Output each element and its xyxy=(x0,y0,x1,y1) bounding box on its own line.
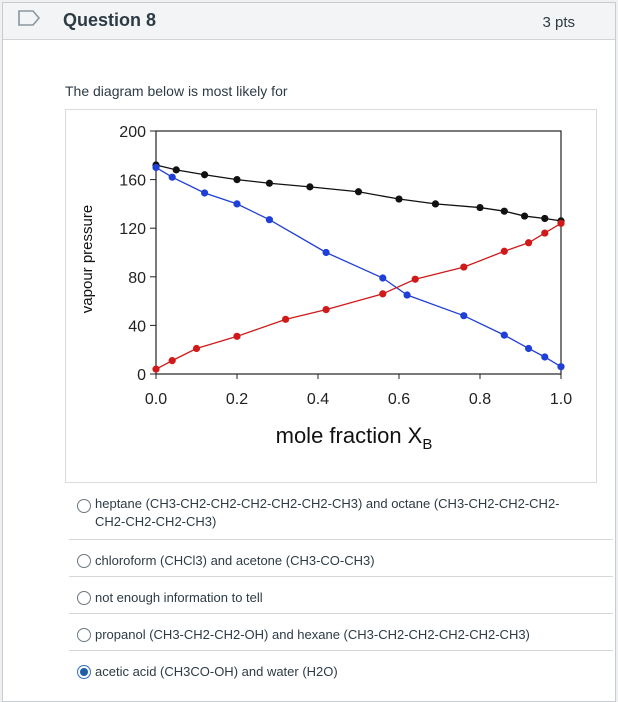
y-axis: 0 40 80 120 160 200 xyxy=(119,124,156,384)
series-line xyxy=(155,222,562,370)
data-point xyxy=(379,290,387,298)
answer-label: not enough information to tell xyxy=(95,590,263,605)
data-point xyxy=(354,188,363,196)
data-point xyxy=(172,166,180,174)
data-point xyxy=(460,263,468,271)
radio-button[interactable] xyxy=(77,628,91,642)
plot-frame xyxy=(155,130,562,375)
answer-option[interactable]: not enough information to tell xyxy=(69,577,613,614)
answer-option[interactable]: acetic acid (CH3CO-OH) and water (H2O) xyxy=(69,651,613,687)
data-point xyxy=(306,183,314,191)
answer-label: propanol (CH3-CH2-CH2-OH) and hexane (CH… xyxy=(95,627,530,642)
data-point xyxy=(500,331,508,339)
data-point xyxy=(152,365,160,373)
data-point xyxy=(431,200,440,208)
data-point xyxy=(557,363,565,371)
data-point xyxy=(201,189,209,197)
data-point xyxy=(233,176,241,184)
data-point xyxy=(201,171,209,179)
data-point xyxy=(525,344,533,353)
y-axis-title: vapour pressure xyxy=(79,205,96,313)
x-axis-title-subscript: B xyxy=(422,436,432,453)
data-point xyxy=(500,247,508,255)
data-point xyxy=(168,357,176,365)
x-axis-title: mole fraction XB xyxy=(276,423,433,453)
radio-button[interactable] xyxy=(77,499,91,513)
answer-option[interactable]: heptane (CH3-CH2-CH2-CH2-CH2-CH2-CH3) an… xyxy=(69,495,613,540)
y-tick-label: 0 xyxy=(137,367,146,384)
data-point xyxy=(233,332,241,340)
data-point xyxy=(411,275,419,283)
plot-border xyxy=(155,130,562,375)
data-point xyxy=(476,203,484,212)
data-point xyxy=(525,239,533,247)
vapour-pressure-chart: 0 40 80 120 160 200 0.0 0.2 0.4 0.6 0.8 1.0 vapour… xyxy=(79,124,572,453)
x-axis: 0.0 0.2 0.4 0.6 0.8 1.0 xyxy=(145,374,572,408)
y-tick-label: 40 xyxy=(128,318,146,335)
data-point xyxy=(541,353,549,361)
data-point xyxy=(557,219,565,227)
answer-label-line2: CH2-CH2-CH2-CH3) xyxy=(95,514,217,529)
answer-list: heptane (CH3-CH2-CH2-CH2-CH2-CH2-CH3) an… xyxy=(69,495,613,687)
question-header: Question 8 3 pts xyxy=(3,3,615,40)
data-point xyxy=(520,212,529,220)
data-point xyxy=(395,195,403,203)
bookmark-flag-icon[interactable] xyxy=(17,9,43,27)
answer-label: heptane (CH3-CH2-CH2-CH2-CH2-CH2-CH3) an… xyxy=(95,496,560,511)
data-point xyxy=(322,306,330,314)
y-tick-label: 80 xyxy=(128,270,146,287)
x-tick-label: 0.6 xyxy=(388,391,410,408)
answer-label: acetic acid (CH3CO-OH) and water (H2O) xyxy=(95,664,338,679)
data-point xyxy=(379,274,387,282)
question-title: Question 8 xyxy=(63,10,157,30)
data-point xyxy=(322,248,330,257)
data-point xyxy=(403,291,411,299)
data-point xyxy=(282,315,290,323)
x-tick-label: 0.8 xyxy=(469,391,491,408)
question-prompt: The diagram below is most likely for xyxy=(65,83,288,99)
data-point xyxy=(265,179,273,187)
x-tick-label: 0.2 xyxy=(226,391,248,408)
answer-option[interactable]: chloroform (CHCl3) and acetone (CH3-CO-C… xyxy=(69,540,613,577)
data-point xyxy=(168,173,176,181)
x-tick-label: 0.4 xyxy=(307,391,329,408)
data-point xyxy=(541,229,549,237)
data-point xyxy=(152,163,160,172)
radio-button[interactable] xyxy=(77,554,91,568)
answer-option[interactable]: propanol (CH3-CH2-CH2-OH) and hexane (CH… xyxy=(69,614,613,651)
series-line xyxy=(155,166,562,368)
data-point xyxy=(541,214,549,223)
data-point xyxy=(460,312,468,320)
x-axis-title-text: mole fraction X xyxy=(276,423,423,448)
y-tick-label: 120 xyxy=(119,221,146,238)
data-point xyxy=(500,207,508,215)
series-layer xyxy=(152,161,565,373)
radio-button[interactable] xyxy=(77,591,91,605)
diagram-image: 0 40 80 120 160 200 0.0 0.2 0.4 0.6 0.8 1.0 vapour… xyxy=(65,109,597,483)
x-tick-label: 0.0 xyxy=(145,391,167,408)
data-point xyxy=(192,344,201,353)
radio-button-selected[interactable] xyxy=(77,665,91,679)
data-point xyxy=(265,216,273,224)
x-tick-label: 1.0 xyxy=(550,391,572,408)
y-tick-label: 160 xyxy=(119,173,146,190)
question-points: 3 pts xyxy=(542,14,575,31)
y-tick-label: 200 xyxy=(119,124,146,141)
data-point xyxy=(233,200,241,208)
answer-label: chloroform (CHCl3) and acetone (CH3-CO-C… xyxy=(95,553,375,568)
